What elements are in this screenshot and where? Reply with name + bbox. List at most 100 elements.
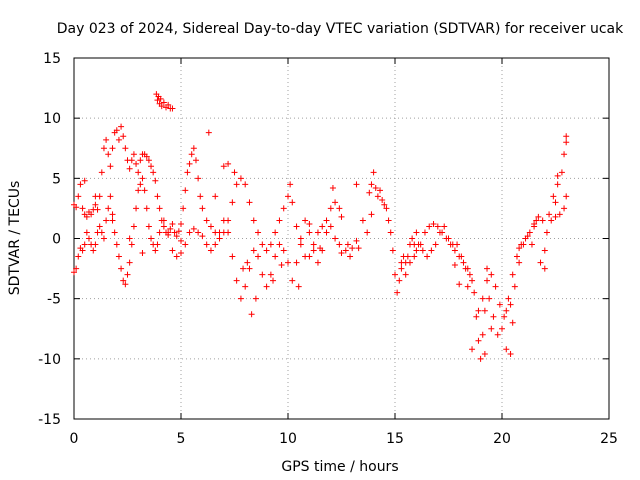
y-tick-label: -10 <box>38 352 61 368</box>
data-point <box>488 271 495 278</box>
data-point <box>552 213 559 220</box>
data-point <box>458 253 465 260</box>
data-point <box>71 269 77 276</box>
y-tick-label: -15 <box>38 412 61 428</box>
data-point <box>385 217 392 224</box>
data-point <box>306 221 313 228</box>
y-tick-label: 5 <box>52 171 61 187</box>
data-point <box>160 99 167 106</box>
data-point <box>173 253 180 260</box>
data-point <box>83 213 90 220</box>
data-point <box>92 241 99 248</box>
data-point <box>105 151 112 158</box>
data-point <box>165 101 172 108</box>
series-trace-c <box>344 139 570 362</box>
data-point <box>556 211 563 218</box>
data-point <box>381 201 388 208</box>
y-axis-label: SDTVAR / TECUs <box>7 181 23 296</box>
data-point <box>83 229 90 236</box>
data-point <box>289 277 296 284</box>
data-point <box>387 229 394 236</box>
data-point <box>167 225 174 232</box>
data-point <box>216 229 223 236</box>
series-trace-d <box>398 193 570 320</box>
data-point <box>246 265 253 272</box>
data-point <box>454 241 461 248</box>
data-point <box>203 217 210 224</box>
data-point <box>160 223 167 230</box>
data-point <box>120 133 127 140</box>
data-point <box>306 253 313 260</box>
data-point <box>111 229 118 236</box>
data-point <box>539 217 546 224</box>
data-point <box>169 247 176 254</box>
data-point <box>415 241 422 248</box>
data-point <box>285 193 291 200</box>
data-point <box>295 283 302 290</box>
data-point <box>231 169 238 176</box>
data-point <box>197 193 204 200</box>
data-point <box>561 151 568 158</box>
data-point <box>327 205 334 212</box>
data-point <box>546 211 553 218</box>
data-point <box>220 217 227 224</box>
data-point <box>220 163 227 170</box>
data-point <box>327 223 334 230</box>
data-point <box>469 277 476 284</box>
data-point <box>165 229 172 236</box>
data-point <box>199 205 206 212</box>
data-point <box>445 235 452 242</box>
data-point <box>353 181 360 188</box>
data-point <box>126 235 133 242</box>
data-point <box>481 307 488 314</box>
data-point <box>434 223 441 230</box>
data-point <box>494 331 501 338</box>
data-point <box>154 193 161 200</box>
data-point <box>212 193 219 200</box>
data-point <box>98 229 105 236</box>
data-point <box>293 259 300 266</box>
data-point <box>107 193 114 200</box>
data-point <box>516 245 523 252</box>
data-point <box>103 217 110 224</box>
data-point <box>141 187 148 194</box>
data-point <box>205 129 212 136</box>
data-point <box>462 265 469 272</box>
series-cluster-4h <box>153 91 176 112</box>
data-point <box>233 277 240 284</box>
x-tick-label: 20 <box>493 431 511 447</box>
data-point <box>406 259 413 266</box>
data-point <box>156 229 163 236</box>
data-point <box>88 211 95 218</box>
data-point <box>113 241 120 248</box>
data-point <box>460 259 467 266</box>
data-point <box>272 253 279 260</box>
data-point <box>115 253 122 260</box>
data-point <box>402 271 409 278</box>
data-point <box>496 301 503 308</box>
data-point <box>516 259 523 266</box>
data-point <box>314 259 321 266</box>
data-point <box>464 283 471 290</box>
data-point <box>323 229 330 236</box>
data-point <box>471 289 478 296</box>
data-point <box>160 217 167 224</box>
data-point <box>169 221 176 228</box>
data-point <box>563 193 570 200</box>
data-point <box>81 177 88 184</box>
data-point <box>413 247 420 254</box>
data-point <box>109 211 116 218</box>
chart-title: Day 023 of 2024, Sidereal Day-to-day VTE… <box>57 21 624 37</box>
data-point <box>244 259 251 266</box>
data-point <box>225 229 232 236</box>
data-point <box>152 177 159 184</box>
data-point <box>359 217 366 224</box>
data-point <box>280 247 287 254</box>
data-point <box>430 221 437 228</box>
data-point <box>75 193 82 200</box>
data-point <box>109 145 116 152</box>
data-point <box>126 259 133 266</box>
data-point <box>242 283 249 290</box>
data-point <box>484 277 491 284</box>
